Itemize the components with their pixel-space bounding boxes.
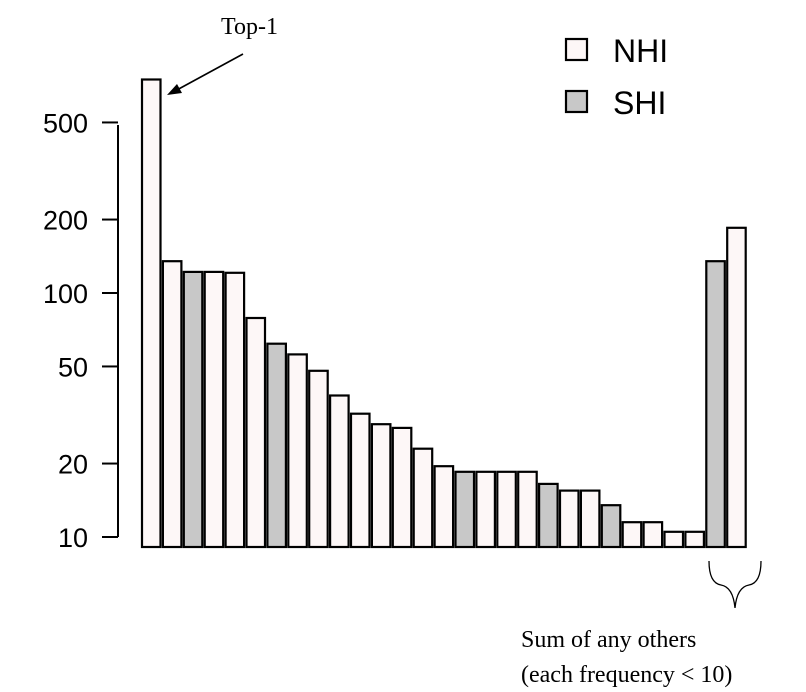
bar-nhi (684, 530, 706, 549)
bar-shi (537, 482, 559, 549)
bar-shi (182, 270, 204, 549)
bar-nhi (245, 316, 267, 549)
others-text-line2: (each frequency < 10) (521, 662, 732, 688)
bar-shi (705, 260, 726, 549)
bar-nhi (663, 530, 685, 549)
bar-nhi (496, 470, 517, 549)
y-ticks: 10 20 50 100 200 500 (43, 108, 118, 553)
bar-nhi (621, 521, 643, 549)
legend: NHI SHI (564, 33, 668, 121)
y-tick-label: 200 (43, 206, 88, 236)
y-tick-label: 100 (43, 279, 88, 309)
legend-swatch-shi (564, 89, 589, 114)
bar-nhi (475, 470, 496, 549)
bar-nhi (329, 394, 350, 549)
legend-swatch-nhi (564, 37, 589, 62)
bar-nhi (558, 489, 580, 549)
y-axis: 10 20 50 100 200 500 (43, 108, 119, 553)
bar-nhi (579, 489, 601, 549)
others-annotation: Sum of any others (each frequency < 10) (521, 560, 762, 688)
bar-nhi (308, 369, 329, 549)
others-brace (708, 560, 762, 609)
bar-nhi (642, 521, 664, 549)
y-tick-label: 20 (58, 450, 88, 480)
bar-nhi (224, 271, 246, 549)
legend-label-shi: SHI (613, 85, 666, 121)
bar-nhi (433, 465, 455, 549)
bar-nhi (203, 270, 225, 549)
bar-nhi (412, 447, 434, 549)
bar-nhi (161, 260, 183, 549)
top1-label: Top-1 (221, 14, 278, 40)
legend-label-nhi: NHI (613, 33, 668, 69)
bar-nhi (370, 423, 392, 549)
others-text-line1: Sum of any others (521, 627, 696, 653)
bar-nhi (726, 226, 747, 549)
top1-arrow-line (174, 53, 244, 92)
y-tick-label: 10 (58, 523, 88, 553)
bar-nhi (287, 353, 308, 549)
bars (140, 78, 747, 549)
bar-shi (600, 504, 622, 549)
bar-shi (454, 470, 476, 549)
bar-nhi (391, 426, 413, 549)
bar-nhi (517, 470, 538, 549)
bar-shi (266, 342, 287, 549)
bar-nhi (349, 412, 371, 549)
top1-arrowhead (167, 84, 182, 95)
bar-nhi (140, 78, 162, 549)
y-tick-label: 50 (58, 352, 88, 382)
y-tick-label: 500 (43, 108, 88, 138)
top1-annotation: Top-1 (167, 14, 278, 95)
